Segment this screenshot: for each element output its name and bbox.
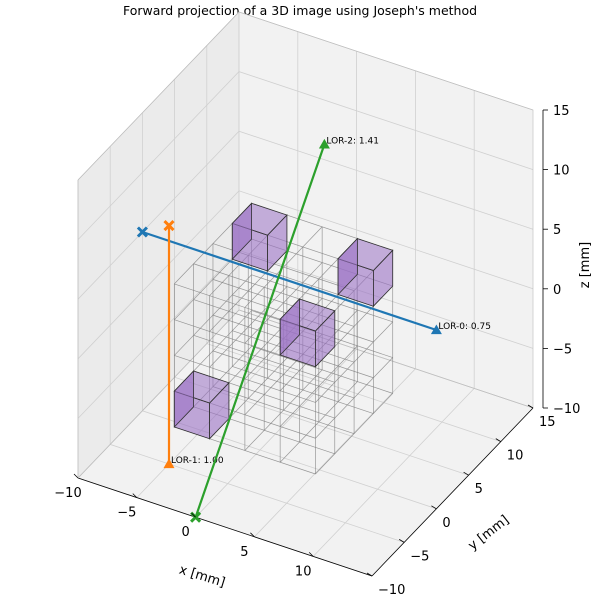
y-tick xyxy=(495,438,502,442)
lor-start-marker-stroke xyxy=(136,226,148,238)
pane-edge xyxy=(77,309,534,479)
y-axis-line xyxy=(371,407,534,577)
highlighted-voxel xyxy=(279,298,336,368)
x-tick xyxy=(250,532,255,538)
x-tick xyxy=(191,512,196,518)
voxel-face xyxy=(279,298,300,356)
x-tick-label: −5 xyxy=(117,506,136,521)
voxel-face xyxy=(337,237,358,296)
lor-line-2 xyxy=(194,144,326,518)
z-gridline xyxy=(77,190,534,360)
z-tick-label: 15 xyxy=(553,104,570,119)
y-tick-label: 10 xyxy=(507,449,524,464)
x-axis-label: x [mm] xyxy=(177,563,227,591)
pane-edge xyxy=(77,11,534,408)
x-tick-label: 0 xyxy=(181,525,189,540)
x-tick xyxy=(132,493,138,498)
z-tick-label: 5 xyxy=(553,223,561,238)
highlighted-voxels xyxy=(173,202,394,440)
z-tick-label: 0 xyxy=(553,283,561,298)
lor-line-0 xyxy=(142,230,437,332)
x-tick xyxy=(73,473,79,479)
lor-end-marker-0 xyxy=(430,324,442,335)
highlighted-voxel xyxy=(231,202,288,272)
z-tick-label: 10 xyxy=(553,164,570,179)
highlighted-voxel xyxy=(337,237,394,308)
axis-lines xyxy=(77,11,544,577)
chart-title: Forward projection of a 3D image using J… xyxy=(123,3,477,18)
lor-start-marker-0 xyxy=(136,226,148,238)
y-tick xyxy=(366,572,373,577)
x-tick xyxy=(308,552,314,557)
x-tick-label: −10 xyxy=(54,486,81,501)
y-tick-label: 5 xyxy=(475,482,483,497)
z-tick-label: −5 xyxy=(553,342,572,357)
lor-label-1: LOR-1: 1.00 xyxy=(171,456,224,466)
left-pane xyxy=(78,12,239,478)
y-tick-label: −10 xyxy=(378,583,405,598)
z-gridline xyxy=(77,71,534,240)
x-axis-line xyxy=(77,477,373,577)
lor-end-marker-2 xyxy=(318,138,330,149)
y-tick xyxy=(463,471,469,476)
y-tick xyxy=(431,505,437,510)
x-tick-label: 5 xyxy=(240,545,248,560)
y-tick-label: 0 xyxy=(442,516,450,531)
y-tick-label: 15 xyxy=(539,415,556,430)
y-tick xyxy=(527,404,534,409)
z-tick-label: −10 xyxy=(553,402,580,417)
lor-label-0: LOR-0: 0.75 xyxy=(438,322,491,332)
axis-panes xyxy=(78,12,533,576)
y-axis-label: y [mm] xyxy=(466,513,513,554)
lor-lines: LOR-0: 0.75 LOR-1: 1.00 LOR-2: 1.41 xyxy=(136,136,491,523)
voxel-face xyxy=(231,202,253,261)
voxel-face xyxy=(173,370,195,428)
z-gridline xyxy=(77,130,534,300)
lor-end-marker-1 xyxy=(163,458,175,469)
lor-label-2: LOR-2: 1.41 xyxy=(326,136,379,146)
y-tick-label: −5 xyxy=(410,549,429,564)
y-tick xyxy=(398,539,405,543)
x-tick-label: 10 xyxy=(295,564,312,579)
lor-start-marker-stroke xyxy=(163,220,175,232)
highlighted-voxel xyxy=(173,370,230,440)
z-axis-label: z [mm] xyxy=(578,242,593,288)
lor-start-marker-1 xyxy=(163,220,175,232)
